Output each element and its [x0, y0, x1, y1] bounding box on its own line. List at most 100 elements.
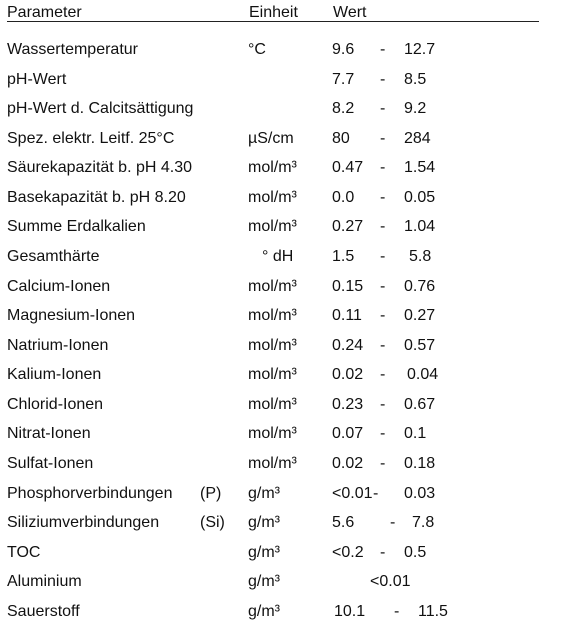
table-row: Säurekapazität b. pH 4.30 mol/m³ 0.47 - … [0, 157, 564, 179]
table-row: Summe Erdalkalien mol/m³ 0.27 - 1.04 [0, 216, 564, 238]
parameter-name: Sauerstoff [7, 603, 80, 620]
parameter-name: Gesamthärte [7, 248, 100, 265]
table-row: Siliziumverbindungen (Si) g/m³ 5.6 - 7.8 [0, 512, 564, 534]
table-row: pH-Wert 7.7 - 8.5 [0, 69, 564, 91]
table-row: Magnesium-Ionen mol/m³ 0.11 - 0.27 [0, 305, 564, 327]
value-max: 284 [404, 130, 431, 147]
value-max: 12.7 [404, 41, 436, 58]
value-max: 0.76 [404, 278, 436, 295]
parameter-name: Säurekapazität b. pH 4.30 [7, 159, 193, 176]
unit: g/m³ [248, 514, 280, 531]
value-min: 9.6 [332, 41, 355, 58]
value-max: 5.8 [409, 248, 432, 265]
range-separator: - [380, 396, 386, 413]
range-separator: - [380, 337, 386, 354]
parameter-name: Natrium-Ionen [7, 337, 109, 354]
range-separator: - [380, 41, 386, 58]
header-value: Wert [333, 4, 367, 21]
value-max: 11.5 [418, 603, 448, 620]
value-max: 1.54 [404, 159, 436, 176]
parameter-name: pH-Wert d. Calcitsättigung [7, 100, 194, 117]
range-separator: - [380, 159, 386, 176]
range-separator: - [380, 425, 386, 442]
parameter-name: Aluminium [7, 573, 82, 590]
value-max: 0.57 [404, 337, 436, 354]
unit: mol/m³ [248, 366, 297, 383]
value-min: 0.15 [332, 278, 364, 295]
parameter-name: Magnesium-Ionen [7, 307, 136, 324]
table-row: Sauerstoff g/m³ 10.1 - 11.5 [0, 601, 564, 623]
value-min: 0.02 [332, 455, 364, 472]
value-max: 0.27 [404, 307, 436, 324]
unit: mol/m³ [248, 455, 297, 472]
value-max: 0.05 [404, 189, 436, 206]
value-min: 0.24 [332, 337, 364, 354]
header-parameter: Parameter [7, 4, 82, 21]
range-separator: - [380, 455, 386, 472]
header-unit: Einheit [249, 4, 298, 21]
table-row: Phosphorverbindungen (P) g/m³ <0.01 - 0.… [0, 483, 564, 505]
range-separator: - [380, 278, 386, 295]
range-separator: - [373, 485, 379, 502]
unit: g/m³ [248, 544, 280, 561]
value-single: <0.01 [370, 573, 411, 590]
unit: µS/cm [248, 130, 294, 147]
range-separator: - [380, 100, 386, 117]
value-min: 1.5 [332, 248, 355, 265]
range-separator: - [394, 603, 400, 620]
parameter-name: TOC [7, 544, 41, 561]
parameter-name: Sulfat-Ionen [7, 455, 94, 472]
parameter-note: (Si) [200, 514, 225, 531]
table-row: Sulfat-Ionen mol/m³ 0.02 - 0.18 [0, 453, 564, 475]
parameter-name: Nitrat-Ionen [7, 425, 91, 442]
value-max: 1.04 [404, 218, 436, 235]
parameter-name: Basekapazität b. pH 8.20 [7, 189, 186, 206]
unit: mol/m³ [248, 189, 297, 206]
value-max: 7.8 [412, 514, 435, 531]
parameter-note: (P) [200, 485, 222, 502]
unit: g/m³ [248, 485, 280, 502]
value-max: 0.1 [404, 425, 427, 442]
parameter-name: Kalium-Ionen [7, 366, 102, 383]
value-min: 0.11 [332, 307, 362, 324]
value-min: <0.01 [332, 485, 373, 502]
table-row: Calcium-Ionen mol/m³ 0.15 - 0.76 [0, 276, 564, 298]
value-min: 0.27 [332, 218, 364, 235]
table-row: Wassertemperatur °C 9.6 - 12.7 [0, 39, 564, 61]
table-row: TOC g/m³ <0.2 - 0.5 [0, 542, 564, 564]
value-min: 0.23 [332, 396, 364, 413]
value-min: 0.02 [332, 366, 364, 383]
table-row: Aluminium g/m³ <0.01 [0, 571, 564, 593]
parameter-name: Chlorid-Ionen [7, 396, 104, 413]
value-max: 0.5 [404, 544, 427, 561]
unit: mol/m³ [248, 307, 297, 324]
range-separator: - [380, 130, 386, 147]
value-min: 5.6 [332, 514, 355, 531]
unit: mol/m³ [248, 278, 297, 295]
value-max: 0.03 [404, 485, 436, 502]
parameter-name: pH-Wert [7, 71, 67, 88]
table-row: pH-Wert d. Calcitsättigung 8.2 - 9.2 [0, 98, 564, 120]
parameter-name: Spez. elektr. Leitf. 25°C [7, 130, 175, 147]
unit: °C [248, 41, 266, 58]
range-separator: - [390, 514, 396, 531]
unit: mol/m³ [248, 396, 297, 413]
unit: g/m³ [248, 603, 280, 620]
value-min: 7.7 [332, 71, 355, 88]
header-divider [7, 21, 539, 22]
unit: mol/m³ [248, 159, 297, 176]
value-min: 0.47 [332, 159, 364, 176]
unit: mol/m³ [248, 425, 297, 442]
table-row: Basekapazität b. pH 8.20 mol/m³ 0.0 - 0.… [0, 187, 564, 209]
table-row: Natrium-Ionen mol/m³ 0.24 - 0.57 [0, 335, 564, 357]
value-min: 0.0 [332, 189, 355, 206]
unit: g/m³ [248, 573, 280, 590]
unit: mol/m³ [248, 337, 297, 354]
table-row: Chlorid-Ionen mol/m³ 0.23 - 0.67 [0, 394, 564, 416]
table-row: Gesamthärte ° dH 1.5 - 5.8 [0, 246, 564, 268]
unit: mol/m³ [248, 218, 297, 235]
range-separator: - [380, 307, 386, 324]
value-max: 9.2 [404, 100, 427, 117]
